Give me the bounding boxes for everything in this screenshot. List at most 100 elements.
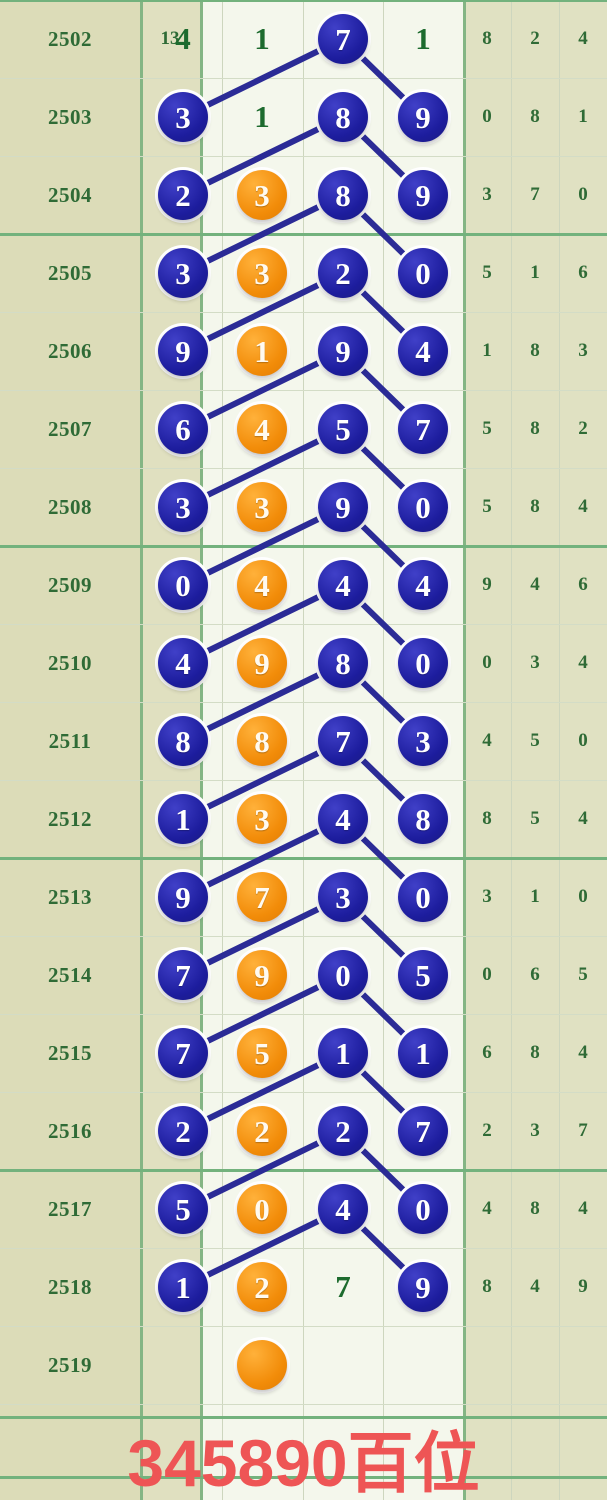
ball-cell: 0 (392, 1170, 454, 1248)
tail-digit: 4 (578, 1042, 588, 1063)
blue-ball: 9 (398, 92, 448, 142)
tail-digit: 3 (578, 340, 588, 361)
table-row: 2512161348854 (0, 780, 607, 858)
blue-ball: 0 (318, 950, 368, 1000)
ball-cell: 4 (392, 546, 454, 624)
tail-digit: 3 (482, 886, 492, 907)
plain-digit: 1 (415, 21, 431, 56)
blue-ball: 0 (398, 1184, 448, 1234)
blue-ball: 9 (318, 482, 368, 532)
table-row: 2516132227237 (0, 1092, 607, 1170)
ball-cell: 9 (152, 312, 214, 390)
ball-cell: 3 (392, 702, 454, 780)
tail-digit: 0 (482, 964, 492, 985)
draw-number: 2511 (48, 728, 92, 753)
ball-cell: 3 (152, 78, 214, 156)
tail-digit: 5 (482, 262, 492, 283)
ball-cell: 4 (312, 780, 374, 858)
plain-digit: 7 (335, 1269, 351, 1304)
draw-number: 2507 (48, 416, 92, 441)
table-row: 2514217905065 (0, 936, 607, 1014)
orange-ball: 1 (237, 326, 287, 376)
ball-cell: 6 (152, 390, 214, 468)
ball-cell: 0 (392, 468, 454, 546)
table-row: 2513199730310 (0, 858, 607, 936)
blue-ball: 0 (398, 872, 448, 922)
ball-cell: 9 (392, 1248, 454, 1326)
table-row: 2510214980034 (0, 624, 607, 702)
ball-cell: 8 (312, 624, 374, 702)
ball-cell: 4 (152, 624, 214, 702)
blue-ball: 7 (318, 14, 368, 64)
ball-cell: 7 (312, 0, 374, 78)
blue-ball: 3 (158, 92, 208, 142)
ball-cell: 1 (152, 780, 214, 858)
blue-ball: 0 (158, 560, 208, 610)
blue-ball: 8 (398, 794, 448, 844)
tail-digit: 0 (482, 106, 492, 127)
ball-cell: 1 (231, 312, 293, 390)
tail-digit: 4 (578, 652, 588, 673)
blue-ball: 2 (318, 248, 368, 298)
ball-cell (152, 1326, 214, 1404)
blue-ball: 7 (158, 1028, 208, 1078)
ball-cell: 7 (152, 936, 214, 1014)
ball-cell: 2 (231, 1248, 293, 1326)
tail-digit: 4 (578, 496, 588, 517)
tail-digit: 6 (530, 964, 540, 985)
band-draw-number-column (0, 0, 140, 1500)
grid-line-horizontal (0, 1326, 607, 1327)
tail-digit: 1 (578, 106, 588, 127)
table-row: 2504222389370 (0, 156, 607, 234)
tail-digit: 8 (530, 340, 540, 361)
table-row: 2509120444946 (0, 546, 607, 624)
ball-cell: 8 (312, 156, 374, 234)
table-row: 2515147511684 (0, 1014, 607, 1092)
tail-digit: 4 (530, 1276, 540, 1297)
ball-cell: 3 (152, 234, 214, 312)
draw-number: 2505 (48, 260, 92, 285)
draw-number: 2515 (48, 1040, 92, 1065)
ball-cell: 2 (152, 1092, 214, 1170)
tail-digit: 2 (578, 418, 588, 439)
tail-digit: 5 (530, 730, 540, 751)
grid-line-vertical (511, 0, 512, 1500)
tail-digit: 3 (530, 652, 540, 673)
tail-digit: 8 (530, 1198, 540, 1219)
ball-cell: 1 (312, 1014, 374, 1092)
blue-ball: 3 (318, 872, 368, 922)
draw-number: 2506 (48, 338, 92, 363)
ball-cell: 4 (152, 0, 214, 78)
ball-cell: 1 (231, 0, 293, 78)
blue-ball: 9 (398, 1262, 448, 1312)
sum-value: 13 (160, 28, 180, 49)
tail-digit: 0 (578, 886, 588, 907)
grid-line-horizontal (0, 0, 607, 2)
draw-number: 2504 (48, 182, 92, 207)
tail-digit: 8 (482, 808, 492, 829)
blue-ball: 2 (318, 1106, 368, 1156)
table-row: 250583320516 (0, 234, 607, 312)
tail-digit: 5 (530, 808, 540, 829)
orange-ball: 9 (237, 950, 287, 1000)
tail-digit: 0 (578, 184, 588, 205)
blue-ball: 9 (158, 326, 208, 376)
draw-number: 2519 (48, 1352, 92, 1377)
ball-cell: 9 (231, 624, 293, 702)
draw-number: 2518 (48, 1274, 92, 1299)
draw-number: 2514 (48, 962, 92, 987)
blue-ball: 7 (398, 404, 448, 454)
orange-ball: 4 (237, 560, 287, 610)
blue-ball: 3 (158, 248, 208, 298)
draw-number: 2517 (48, 1196, 92, 1221)
blue-ball: 7 (318, 716, 368, 766)
tail-digit: 8 (530, 418, 540, 439)
tail-digit: 3 (530, 1120, 540, 1141)
orange-ball: 3 (237, 482, 287, 532)
tail-digit: 7 (578, 1120, 588, 1141)
orange-marker-ball (237, 1340, 287, 1390)
ball-cell: 8 (152, 702, 214, 780)
table-row: 2508153390584 (0, 468, 607, 546)
grid-line-horizontal (0, 1404, 607, 1405)
